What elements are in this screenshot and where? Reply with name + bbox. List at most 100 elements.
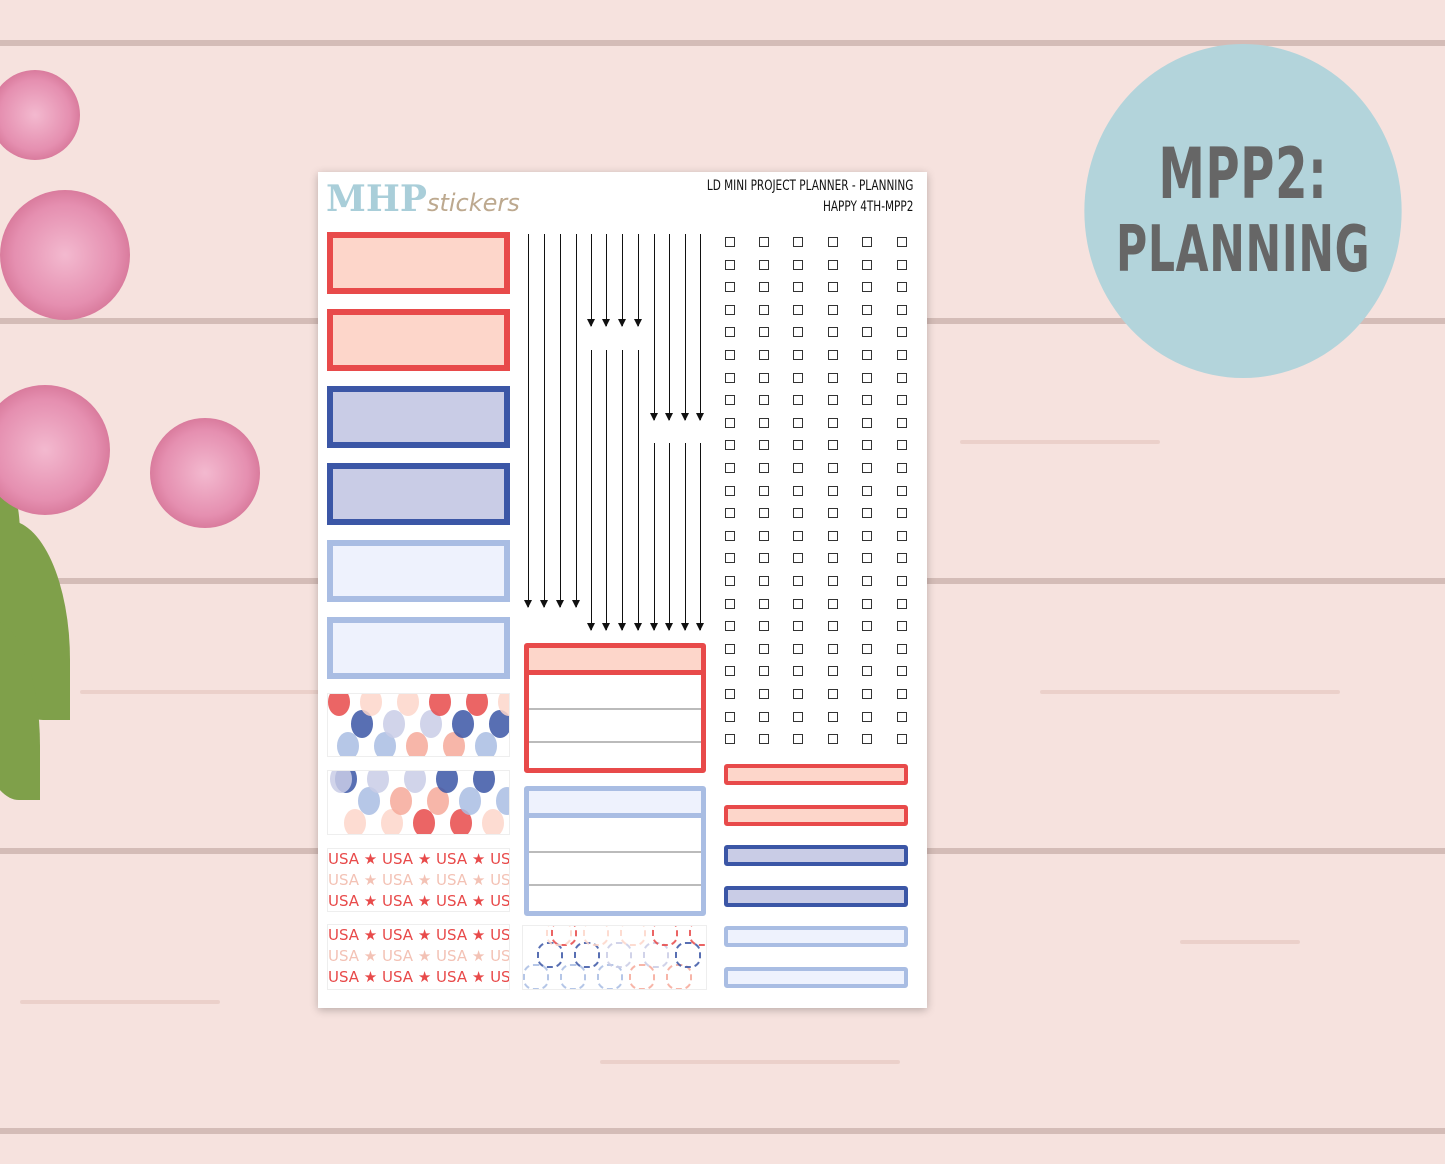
checkbox — [759, 553, 769, 564]
line — [529, 851, 701, 884]
checkbox — [793, 282, 803, 293]
balloon — [459, 787, 481, 815]
checkbox — [862, 304, 872, 315]
arrow-line — [572, 234, 580, 608]
checkbox — [897, 508, 907, 519]
arrow-line — [634, 350, 642, 631]
checkbox — [828, 282, 838, 293]
checkbox — [725, 463, 735, 473]
pattern-usa: USA ★ USA ★ USA ★ USA ★ USA USA ★ USA ★ U… — [327, 848, 510, 912]
line — [529, 884, 701, 917]
checkbox — [793, 327, 803, 338]
checkbox — [793, 711, 803, 722]
label-box — [327, 309, 510, 371]
checkbox — [897, 372, 907, 383]
bar-label — [724, 845, 908, 866]
checkbox — [862, 508, 872, 519]
pattern-flowers — [522, 925, 707, 990]
balloon — [360, 694, 382, 716]
checkbox — [828, 259, 838, 270]
checkbox — [897, 643, 907, 654]
checkbox — [828, 689, 838, 699]
checkbox — [897, 621, 907, 632]
arrow-line — [634, 234, 642, 327]
balloon — [496, 787, 509, 815]
checkbox — [862, 711, 872, 722]
checkbox — [725, 440, 735, 451]
balloon — [383, 710, 405, 738]
title-line2: HAPPY 4TH-MPP2 — [822, 199, 913, 215]
logo: MHPstickers — [326, 178, 520, 220]
line — [529, 708, 701, 741]
checkbox — [862, 689, 872, 699]
checkbox — [759, 304, 769, 315]
balloon — [482, 809, 504, 834]
flower — [620, 926, 646, 946]
wood-grain — [20, 1000, 220, 1004]
checkbox — [725, 327, 735, 338]
checkbox — [725, 711, 735, 722]
checkbox — [725, 237, 735, 247]
checkbox — [897, 485, 907, 496]
checkbox — [793, 463, 803, 473]
checkbox — [828, 440, 838, 451]
balloon — [397, 694, 419, 716]
checkbox — [862, 237, 872, 247]
checkbox — [759, 417, 769, 428]
flower — [546, 926, 572, 946]
logo-main: MHP — [326, 178, 427, 220]
checkbox — [862, 440, 872, 451]
plank-seam — [0, 1128, 1445, 1134]
balloon — [450, 809, 472, 834]
balloon — [436, 771, 458, 793]
checkbox — [862, 530, 872, 541]
checkbox — [725, 350, 735, 360]
balloon — [475, 732, 497, 756]
arrow-line — [587, 234, 595, 327]
badge-line1: MPP2: — [1158, 132, 1328, 215]
checkbox — [828, 530, 838, 541]
checkbox — [828, 327, 838, 338]
title-line1: LD MINI PROJECT PLANNER - PLANNING — [706, 178, 913, 194]
checkbox — [759, 711, 769, 722]
checkbox — [828, 463, 838, 473]
checkbox — [759, 237, 769, 247]
balloon — [367, 771, 389, 793]
checkbox — [897, 463, 907, 473]
checkbox — [897, 282, 907, 293]
pink-flower — [0, 385, 110, 515]
arrow-line — [618, 234, 626, 327]
checkbox — [793, 734, 803, 745]
balloon — [498, 694, 509, 716]
checkbox — [897, 576, 907, 586]
checkbox — [897, 395, 907, 406]
flower — [523, 964, 549, 989]
checkbox — [793, 621, 803, 632]
checkbox — [759, 327, 769, 338]
usa-pattern-text: USA ★ USA ★ USA ★ USA ★ USA — [328, 968, 509, 986]
checkbox — [759, 530, 769, 541]
checkbox — [793, 576, 803, 586]
sheet-title: LD MINI PROJECT PLANNER - PLANNING HAPPY… — [638, 176, 913, 218]
checkbox — [828, 643, 838, 654]
checkbox — [793, 598, 803, 609]
arrow-line — [696, 443, 704, 631]
checkbox — [897, 598, 907, 609]
label-box — [327, 386, 510, 448]
checkbox — [862, 463, 872, 473]
bar-label — [724, 966, 908, 988]
checkbox — [862, 734, 872, 745]
lined-box-header — [529, 648, 701, 675]
checkbox — [862, 621, 872, 632]
checkbox — [725, 598, 735, 609]
checkbox — [759, 282, 769, 293]
lined-box-header — [529, 791, 701, 818]
balloon — [351, 710, 373, 738]
balloon — [473, 771, 495, 793]
checkbox — [828, 576, 838, 586]
balloon — [413, 809, 435, 834]
checkbox — [793, 440, 803, 451]
label-box — [327, 232, 510, 294]
balloon — [404, 771, 426, 793]
balloon — [427, 787, 449, 815]
